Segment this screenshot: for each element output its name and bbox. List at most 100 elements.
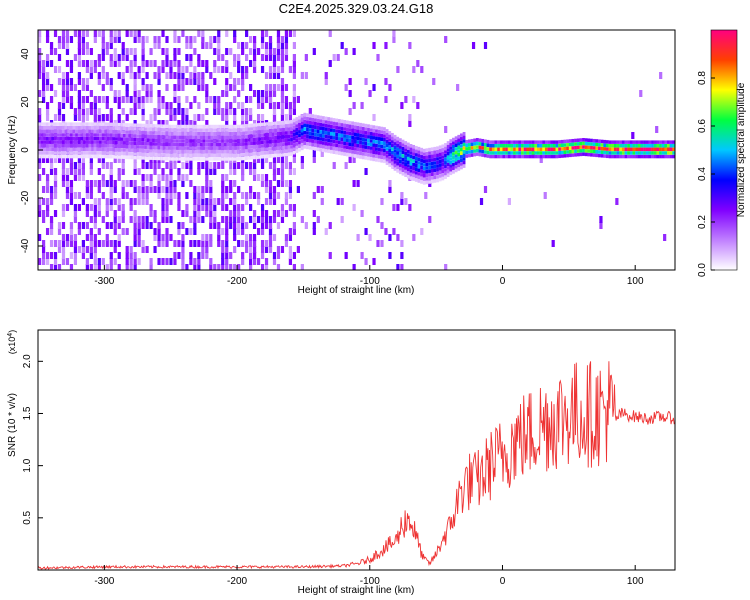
spectrogram-ridge-cell [181, 135, 185, 140]
spectrogram-cell [165, 180, 169, 187]
spectrogram-ridge-cell [176, 139, 179, 143]
spectrogram-ridge-cell [64, 151, 68, 155]
spectrogram-ridge-cell [401, 161, 405, 165]
spectrogram-ridge-cell [274, 146, 278, 151]
spectrogram-ridge-cell [460, 155, 463, 159]
spectrogram-ridge-cell [284, 142, 288, 146]
spectrogram-cell [221, 216, 225, 223]
spectrogram-ridge-cell [218, 157, 222, 161]
spectrogram-ridge-cell [529, 147, 532, 152]
spectrogram-cell [117, 102, 121, 109]
spectrogram-cell [193, 204, 197, 211]
spectrogram-cell [193, 72, 197, 79]
spectrogram-ridge-cell [138, 145, 142, 149]
spectrogram-ridge-cell [45, 147, 49, 152]
spectrogram-ridge-cell [449, 150, 453, 154]
spectrogram-ridge-cell [59, 133, 63, 137]
spectrogram-cell [121, 162, 125, 169]
spectrogram-ridge-cell [643, 140, 646, 144]
spectrogram-cell [268, 42, 273, 49]
spectrogram-ridge-cell [449, 142, 453, 147]
spectrogram-ridge-cell [122, 133, 126, 138]
spectrogram-ridge-cell [112, 133, 116, 137]
spectrogram-cell [113, 180, 117, 187]
spectrogram-ridge-cell [274, 125, 278, 129]
spectrogram-ridge-cell [316, 118, 320, 123]
y-tick-label: 20 [20, 96, 31, 108]
spectrogram-ridge-cell [430, 168, 434, 173]
spectrogram-cell [41, 258, 46, 265]
spectrogram-ridge-cell [263, 140, 267, 144]
spectrogram-cell [133, 216, 137, 223]
spectrogram-cell [241, 108, 245, 115]
spectrogram-ridge-cell [152, 156, 155, 161]
snr-x-ticks: -300 -200 -100 0 100 [94, 565, 644, 587]
spectrogram-cell [85, 96, 89, 103]
spectrogram-cell [272, 198, 277, 205]
spectrogram-cell [121, 228, 125, 235]
spectrogram-ridge-cell [242, 142, 246, 146]
spectrogram-ridge-cell [643, 147, 646, 152]
spectrogram-ridge-cell [653, 147, 657, 152]
spectrogram-ridge-cell [388, 163, 392, 167]
spectrogram-ridge-cell [183, 128, 187, 132]
spectrogram-ridge-cell [462, 146, 466, 150]
spectrogram-ridge-cell [433, 164, 437, 169]
spectrogram-ridge-cell [353, 129, 357, 133]
spectrogram-ridge-cell [40, 129, 44, 134]
spectrogram-ridge-cell [478, 152, 482, 157]
spectrogram-cell [149, 186, 153, 193]
spectrogram-ridge-cell [107, 122, 110, 126]
spectrogram-ridge-cell [621, 147, 625, 152]
spectrogram-cell [233, 78, 237, 85]
spectrogram-cell [284, 180, 289, 187]
spectrogram-ridge-cell [51, 136, 55, 141]
spectrogram-cell [225, 114, 229, 121]
spectrogram-cell [280, 78, 285, 85]
spectrogram-ridge-cell [223, 153, 227, 158]
spectrogram-cell [284, 48, 289, 55]
spectrogram-ridge-cell [152, 145, 155, 150]
spectrogram-cell [268, 54, 273, 61]
spectrogram-cell [153, 60, 157, 67]
spectrogram-ridge-cell [258, 151, 262, 156]
spectrogram-cell [189, 252, 193, 259]
spectrogram-ridge-cell [314, 139, 317, 144]
spectrogram-cell [249, 252, 253, 259]
spectrogram-ridge-cell [284, 134, 288, 139]
spectrogram-ridge-cell [231, 150, 235, 154]
spectrogram-cell [340, 216, 344, 223]
spectrogram-ridge-cell [359, 144, 362, 148]
spectrogram-ridge-cell [165, 131, 169, 136]
spectrogram-cell [81, 246, 85, 253]
spectrogram-ridge-cell [229, 124, 232, 129]
spectrogram-ridge-cell [515, 140, 519, 144]
spectrogram-ridge-cell [635, 151, 638, 155]
spectrogram-ridge-cell [377, 155, 381, 159]
spectrogram-cell [89, 48, 93, 55]
spectrogram-ridge-cell [385, 136, 389, 140]
spectrogram-ridge-cell [396, 169, 400, 173]
spectrogram-ridge-cell [377, 140, 381, 145]
spectrogram-cell [65, 240, 70, 247]
spectrogram-ridge-cell [93, 144, 97, 148]
spectrogram-cell [133, 210, 137, 217]
spectrogram-ridge-cell [152, 138, 155, 143]
spectrogram-ridge-cell [247, 131, 251, 135]
spectrogram-cell [312, 192, 316, 199]
spectrogram-ridge-cell [114, 140, 118, 145]
spectrogram-cell [38, 72, 42, 79]
spectrogram-ridge-cell [290, 152, 293, 156]
spectrogram-cell [217, 66, 221, 73]
spectrogram-ridge-cell [635, 154, 638, 159]
spectrogram-ridge-cell [667, 144, 670, 148]
spectrogram-cell [69, 252, 74, 259]
spectrogram-cell [372, 258, 376, 265]
spectrogram-cell [225, 84, 229, 91]
spectrogram-ridge-cell [101, 151, 105, 155]
spectrogram-cell [113, 240, 117, 247]
spectrogram-cell [320, 186, 324, 193]
spectrogram-cell [245, 114, 249, 121]
spectrogram-ridge-cell [388, 131, 392, 135]
spectrogram-ridge-cell [364, 131, 368, 135]
